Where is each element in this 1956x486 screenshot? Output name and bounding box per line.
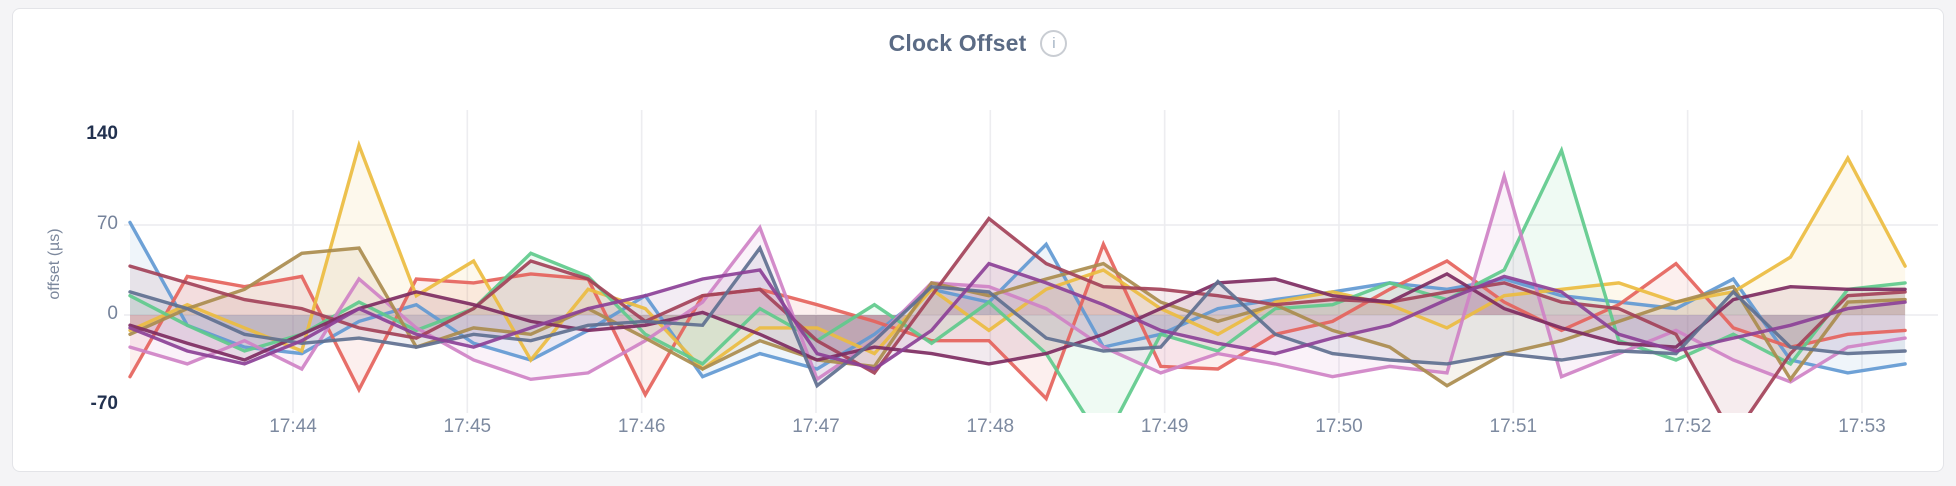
y-axis-label: offset (µs) bbox=[46, 228, 63, 300]
chart-title: Clock Offset bbox=[888, 29, 1027, 56]
info-icon[interactable]: i bbox=[1040, 29, 1068, 57]
y-tick-label: 140 bbox=[86, 123, 118, 144]
x-tick-label: 17:53 bbox=[1838, 416, 1886, 437]
x-tick-label: 17:47 bbox=[792, 416, 840, 437]
chart-plot-area[interactable] bbox=[126, 98, 1908, 413]
x-tick-label: 17:44 bbox=[269, 416, 317, 437]
x-tick-label: 17:48 bbox=[966, 416, 1015, 437]
x-tick-label: 17:46 bbox=[617, 416, 666, 437]
x-tick-label: 17:51 bbox=[1489, 416, 1538, 437]
x-tick-label: 17:52 bbox=[1663, 416, 1712, 437]
x-tick-label: 17:50 bbox=[1315, 416, 1363, 437]
y-tick-label: 0 bbox=[107, 303, 118, 324]
x-tick-label: 17:45 bbox=[443, 416, 492, 437]
chart-header: Clock Offset i bbox=[0, 26, 1956, 60]
y-tick-label: 70 bbox=[96, 213, 118, 234]
x-tick-label: 17:49 bbox=[1140, 416, 1189, 437]
y-tick-label: -70 bbox=[90, 393, 118, 414]
